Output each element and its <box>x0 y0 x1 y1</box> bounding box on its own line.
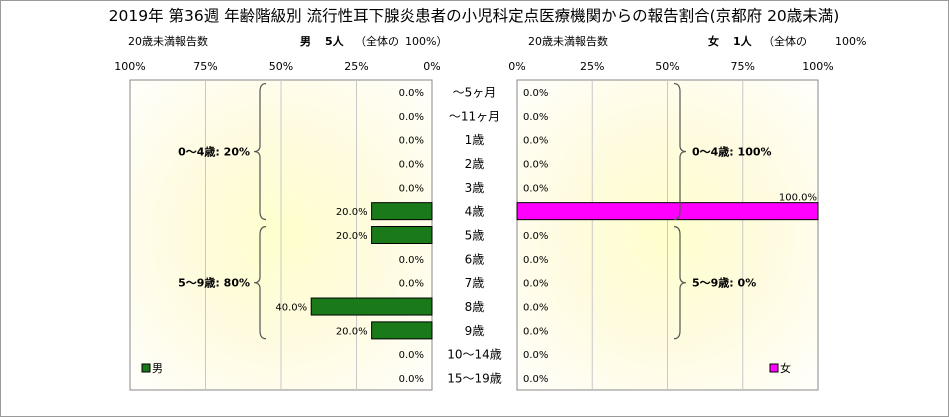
male-value-label: 40.0% <box>275 303 307 314</box>
female-group-label: 5～9歳: 0% <box>692 276 756 290</box>
female-legend-swatch <box>769 363 779 373</box>
female-value-label: 0.0% <box>523 183 548 194</box>
category-label: 8歳 <box>465 300 485 314</box>
left-x-tick-label: 100% <box>114 60 145 73</box>
male-bar <box>371 226 433 244</box>
male-bar <box>310 297 433 316</box>
male-group-brace <box>253 226 267 340</box>
female-group-label: 0～4歳: 100% <box>692 145 772 159</box>
female-group-brace <box>673 226 687 340</box>
male-value-label: 0.0% <box>399 374 424 385</box>
male-value-label: 0.0% <box>399 255 424 266</box>
male-value-label: 0.0% <box>399 350 424 361</box>
female-value-label: 0.0% <box>523 326 548 337</box>
category-label: 3歳 <box>465 181 485 195</box>
female-group-brace <box>673 82 687 221</box>
left-x-tick-label: 25% <box>344 60 368 73</box>
female-legend-label: 女 <box>780 361 791 375</box>
male-value-label: 0.0% <box>399 88 424 99</box>
male-legend-label: 男 <box>152 362 163 375</box>
right-summary-count: 1人 <box>733 34 753 48</box>
right-x-tick-label: 50% <box>655 60 679 73</box>
male-value-label: 0.0% <box>399 183 424 194</box>
right-summary-label: 女 <box>708 34 719 48</box>
female-value-label: 0.0% <box>523 112 548 123</box>
category-label: 10～14歳 <box>447 348 502 362</box>
male-value-label: 20.0% <box>336 207 368 218</box>
female-value-label: 0.0% <box>523 159 548 170</box>
category-label: 4歳 <box>465 205 485 219</box>
left-summary-note: （全体の <box>355 34 399 48</box>
left-x-tick-label: 0% <box>423 60 440 73</box>
male-value-label: 20.0% <box>336 231 368 242</box>
left-summary-count: 5人 <box>325 34 345 48</box>
male-value-label: 0.0% <box>399 279 424 290</box>
left-x-tick-label: 75% <box>193 60 217 73</box>
male-group-label: 0～4歳: 20% <box>178 145 250 159</box>
left-x-tick-label: 50% <box>269 60 293 73</box>
category-label: 15～19歳 <box>447 372 502 386</box>
female-value-label: 0.0% <box>523 374 548 385</box>
right-x-tick-label: 0% <box>508 60 525 73</box>
right-summary-pct: 100% <box>835 35 866 48</box>
male-value-label: 20.0% <box>336 326 368 337</box>
right-x-tick-label: 25% <box>580 60 604 73</box>
right-summary-note: （全体の <box>763 34 807 48</box>
male-value-label: 0.0% <box>399 136 424 147</box>
female-value-label: 0.0% <box>523 231 548 242</box>
male-value-label: 0.0% <box>399 159 424 170</box>
male-legend-swatch <box>141 363 151 373</box>
category-label: ～11ヶ月 <box>449 109 500 123</box>
male-group-label: 5～9歳: 80% <box>178 276 250 290</box>
male-bar <box>371 321 433 340</box>
male-value-label: 0.0% <box>399 112 424 123</box>
right-x-tick-label: 100% <box>802 60 833 73</box>
right-panel-label: 20歳未満報告数 <box>528 35 608 48</box>
female-value-label: 0.0% <box>523 303 548 314</box>
chart-title: 2019年 第36週 年齢階級別 流行性耳下腺炎患者の小児科定点医療機関からの報… <box>109 7 840 25</box>
female-value-label: 0.0% <box>523 350 548 361</box>
left-summary-pct: 100%） <box>405 35 447 48</box>
category-label: 9歳 <box>465 324 485 338</box>
female-value-label: 0.0% <box>523 88 548 99</box>
female-value-label: 0.0% <box>523 255 548 266</box>
female-value-label: 0.0% <box>523 136 548 147</box>
left-panel-label: 20歳未満報告数 <box>128 35 208 48</box>
left-summary-label: 男 <box>300 35 311 48</box>
category-label: 2歳 <box>465 157 485 171</box>
category-label: 6歳 <box>465 252 485 266</box>
female-value-label: 0.0% <box>523 279 548 290</box>
category-label: 5歳 <box>465 229 485 243</box>
female-bar <box>516 202 819 221</box>
category-label: 1歳 <box>465 133 485 147</box>
category-label: ～5ヶ月 <box>453 85 497 99</box>
male-bar <box>371 202 433 221</box>
male-group-brace <box>253 82 267 221</box>
category-label: 7歳 <box>465 276 485 290</box>
female-value-label: 100.0% <box>779 193 817 204</box>
right-x-tick-label: 75% <box>731 60 755 73</box>
